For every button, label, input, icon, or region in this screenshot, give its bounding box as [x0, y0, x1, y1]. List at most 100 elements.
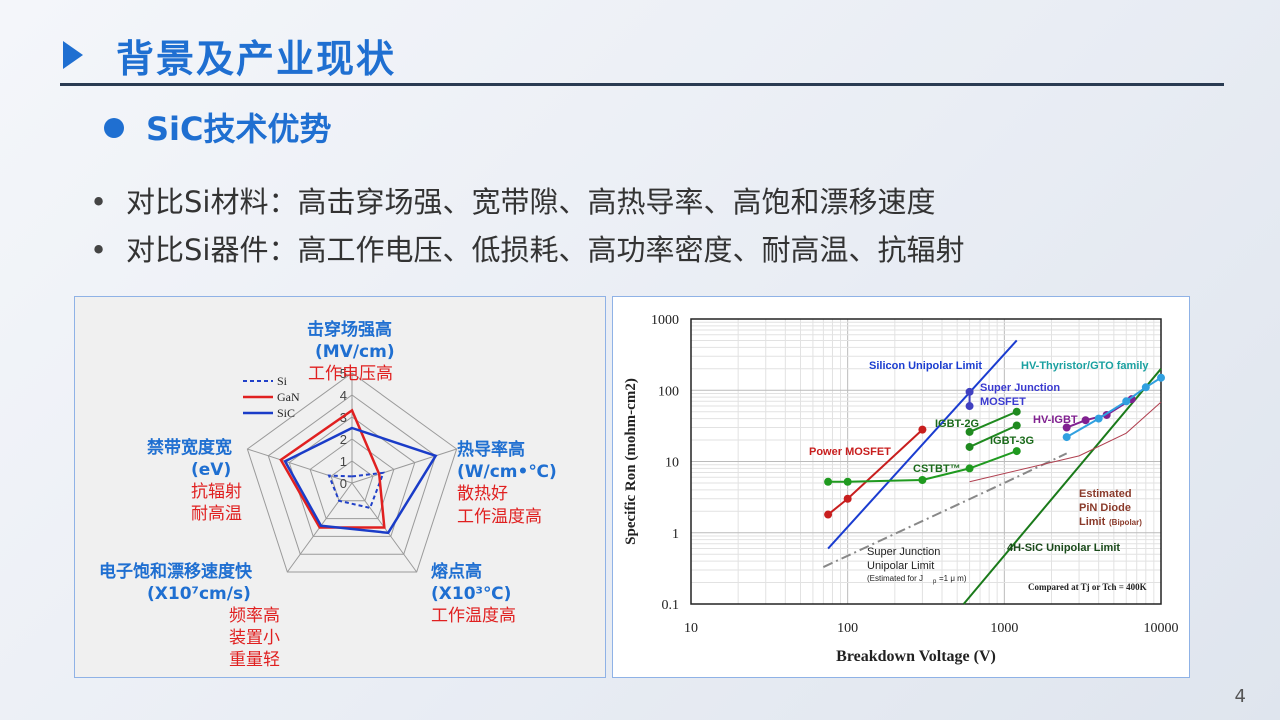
y-tick-label: 1000 [651, 313, 679, 328]
bullet-item: 对比Si器件：高工作电压、低损耗、高功率密度、耐高温、抗辐射 [90, 226, 964, 274]
x-tick-label: 10000 [1144, 621, 1179, 636]
section-arrow-icon [63, 41, 83, 69]
label-sj-mosfet: MOSFET [980, 396, 1026, 408]
data-point [965, 442, 974, 451]
radar-scale-label: 4 [340, 388, 347, 403]
axis-title-drift: 电子饱和漂移速度快 [99, 562, 252, 582]
axis-note-drift-3: 重量轻 [229, 650, 280, 670]
data-point [965, 387, 974, 396]
label-estimated-bipolar: (Bipolar) [1109, 518, 1142, 527]
legend-label-gan: GaN [277, 390, 300, 404]
y-tick-label: 0.1 [662, 598, 680, 613]
label-sj-limit-note: (Estimated for J [867, 574, 923, 583]
data-point [843, 494, 852, 503]
axis-title-thermal: 热导率高 [457, 440, 525, 460]
series-silicon-unipolar-limit [827, 339, 1018, 550]
radar-grid-ring [246, 372, 458, 573]
x-axis-label: Breakdown Voltage (V) [836, 648, 996, 665]
label-sic-limit: 4H-SiC Unipolar Limit [1007, 542, 1120, 554]
x-tick-label: 10 [684, 621, 698, 636]
legend-label-sic: SiC [277, 406, 295, 420]
axis-title-bandgap: 禁带宽度宽 [147, 438, 232, 458]
header-rule [60, 83, 1224, 86]
bullet-item: 对比Si材料：高击穿场强、宽带隙、高热导率、高饱和漂移速度 [90, 178, 964, 226]
label-sj-limit: Unipolar Limit [867, 560, 934, 572]
subsection-title: SiC技术优势 [146, 110, 332, 148]
y-tick-label: 1 [672, 527, 679, 542]
axis-note-bandgap-2: 耐高温 [191, 504, 242, 524]
label-estimated: Limit [1079, 516, 1106, 528]
radar-chart-panel: 0 1 2 3 4 5 Si GaN SiC 击穿场强高 (MV/cm) 工作电压高 热导率高 … [74, 296, 606, 678]
axis-note-drift-2: 装置小 [229, 628, 280, 648]
data-point [1081, 416, 1090, 425]
axis-note-bandgap-1: 抗辐射 [191, 482, 242, 502]
axis-note-thermal-2: 工作温度高 [457, 507, 542, 527]
label-sj-limit: Super Junction [867, 546, 940, 558]
data-point [1141, 383, 1150, 392]
data-point [1157, 373, 1165, 382]
axis-note-melting: 工作温度高 [431, 606, 516, 626]
legend-label-si: Si [277, 374, 288, 388]
section-title: 背景及产业现状 [116, 37, 397, 81]
axis-unit-drift: (X10⁷cm/s) [147, 584, 251, 604]
bullet-list: 对比Si材料：高击穿场强、宽带隙、高热导率、高饱和漂移速度 对比Si器件：高工作… [90, 178, 964, 274]
x-tick-label: 100 [837, 621, 858, 636]
data-point [1094, 414, 1103, 423]
data-point [965, 402, 974, 411]
label-hv-thyristor: HV-Thyristor/GTO family [1021, 360, 1149, 372]
radar-grid-ring [309, 438, 395, 520]
label-sj-mosfet: Super Junction [980, 382, 1060, 394]
axis-title-breakdown: 击穿场强高 [307, 320, 392, 340]
y-axis-label: Specific Ron (mohm-cm2) [623, 378, 639, 545]
axis-unit-bandgap: (eV) [191, 460, 232, 480]
data-point [1062, 423, 1071, 432]
chart-background [617, 301, 1185, 669]
ron-breakdown-chart: 10 100 1000 10000 0.1 1 10 100 1000 Breakdown Vol… [617, 301, 1185, 669]
label-estimated: Estimated [1079, 488, 1132, 500]
series-estimated-pin-diode-limit-bipolar- [969, 401, 1162, 483]
axis-unit-melting: (X10³℃) [431, 584, 512, 604]
data-point [1122, 397, 1131, 406]
radar-scale-label: 5 [340, 366, 347, 381]
data-point [1012, 421, 1021, 430]
radar-scale-label: 2 [340, 432, 347, 447]
label-cstbt: CSTBT™ [913, 463, 961, 475]
radar-scale-label: 1 [340, 454, 347, 469]
radar-series-gan [279, 408, 386, 529]
y-tick-label: 10 [665, 456, 679, 471]
radar-axis-line [247, 448, 353, 484]
data-point [824, 477, 833, 486]
label-sj-limit-note: =1 μ m) [939, 574, 967, 583]
label-igbt-2g: IGBT-2G [935, 418, 979, 430]
data-point [1012, 447, 1021, 456]
label-si-limit: Silicon Unipolar Limit [869, 360, 982, 372]
label-igbt-3g: IGBT-3G [990, 435, 1034, 447]
label-power-mosfet: Power MOSFET [809, 446, 891, 458]
axis-note-drift-1: 频率高 [229, 606, 280, 626]
axis-title-melting: 熔点高 [431, 562, 482, 582]
y-tick-label: 100 [658, 384, 679, 399]
label-estimated: PiN Diode [1079, 502, 1131, 514]
plot-frame [690, 318, 1162, 605]
data-point [918, 425, 927, 434]
page-number: 4 [1234, 686, 1246, 707]
data-point [1062, 433, 1071, 442]
data-point [918, 475, 927, 484]
series-igbt-3g [969, 424, 1018, 448]
axis-note-breakdown: 工作电压高 [308, 364, 393, 384]
radar-scale-label: 0 [340, 476, 347, 491]
chart-compare-note: Compared at Tj or Tch = 400K [1028, 582, 1147, 592]
data-point [824, 510, 833, 519]
axis-note-thermal-1: 散热好 [457, 484, 508, 504]
data-point [843, 477, 852, 486]
bullet-dot-icon [104, 118, 124, 138]
data-point [1012, 407, 1021, 416]
ron-chart-panel: 10 100 1000 10000 0.1 1 10 100 1000 Breakdown Vol… [612, 296, 1190, 678]
radar-series-si [327, 471, 385, 510]
axis-unit-breakdown: (MV/cm) [315, 342, 395, 362]
radar-series-sic [283, 426, 438, 535]
x-tick-label: 1000 [990, 621, 1018, 636]
radar-axis-line [351, 448, 457, 484]
label-hv-igbt: HV-IGBT [1033, 414, 1078, 426]
